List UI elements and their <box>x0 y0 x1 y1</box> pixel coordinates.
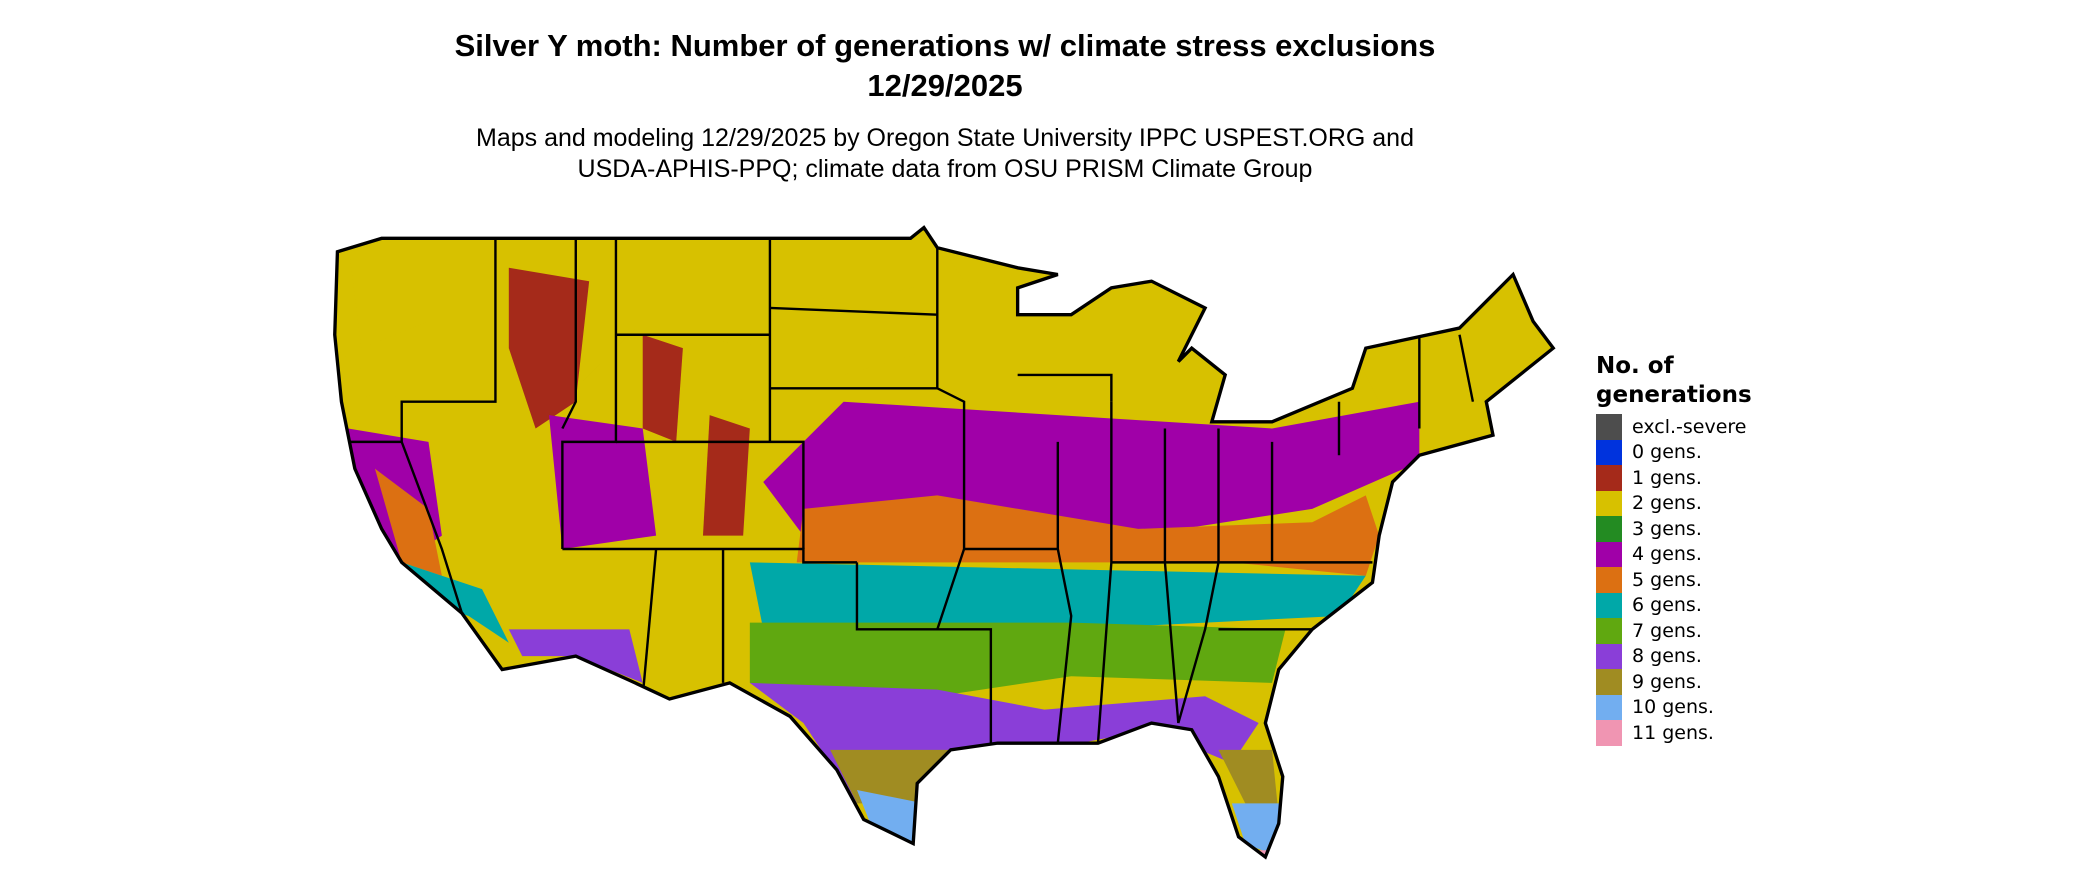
state-boundary <box>348 238 497 444</box>
zone-1-gens-wyoming <box>642 334 683 442</box>
legend-label: 3 gens. <box>1632 517 1702 540</box>
legend-item: 9 gens. <box>1596 669 1752 695</box>
legend-item: 7 gens. <box>1596 618 1752 644</box>
legend-swatch <box>1596 439 1622 465</box>
legend-item: 5 gens. <box>1596 567 1752 593</box>
legend-label: 4 gens. <box>1632 543 1702 566</box>
legend-item: 10 gens. <box>1596 694 1752 720</box>
zone-11-gens-keys <box>1205 850 1286 857</box>
legend-label: 10 gens. <box>1632 696 1714 719</box>
legend-title-line2: generations <box>1596 382 1752 408</box>
legend-title-line1: No. of <box>1596 353 1674 379</box>
state-boundary <box>1017 373 1113 402</box>
zone-2-gens-nw <box>348 241 442 349</box>
legend-swatch <box>1596 592 1622 618</box>
legend-label: 7 gens. <box>1632 619 1702 642</box>
state-boundary <box>400 441 464 614</box>
legend-swatch <box>1596 541 1622 567</box>
state-boundary <box>615 440 805 549</box>
zone-1-gens-colorado <box>702 415 750 536</box>
zone-4-gens-utah <box>548 415 657 549</box>
legend-item: excl.-severe <box>1596 414 1752 440</box>
zone-10-gens-tx <box>856 790 924 847</box>
state-boundary <box>769 306 938 316</box>
legend-title: No. of generations <box>1596 352 1752 410</box>
zone-7-gens <box>749 622 1286 697</box>
state-boundary <box>936 238 966 630</box>
state-boundary <box>561 238 577 430</box>
legend-label: 2 gens. <box>1632 492 1702 515</box>
state-boundary <box>562 547 857 564</box>
legend-item: 2 gens. <box>1596 490 1752 516</box>
zone-5-gens-ca <box>374 468 442 576</box>
state-boundary <box>1458 334 1475 402</box>
legend-label: 11 gens. <box>1632 721 1714 744</box>
legend-label: 9 gens. <box>1632 670 1702 693</box>
legend-item: 4 gens. <box>1596 541 1752 567</box>
legend-item: 1 gens. <box>1596 465 1752 491</box>
legend-label: 8 gens. <box>1632 645 1702 668</box>
zone-6-gens <box>749 562 1366 630</box>
legend-label: 5 gens. <box>1632 568 1702 591</box>
legend-item: 6 gens. <box>1596 592 1752 618</box>
state-boundary <box>855 562 993 744</box>
legend-label: excl.-severe <box>1632 415 1747 438</box>
legend-swatch <box>1596 618 1622 644</box>
legend-swatch <box>1596 669 1622 695</box>
map-subtitle-line1: Maps and modeling 12/29/2025 by Oregon S… <box>476 124 1414 152</box>
legend-item: 0 gens. <box>1596 439 1752 465</box>
zone-8-gens-az <box>508 629 643 683</box>
map-date: 12/29/2025 <box>867 68 1023 103</box>
state-boundaries <box>348 238 1475 744</box>
legend-item: 3 gens. <box>1596 516 1752 542</box>
legend-label: 1 gens. <box>1632 466 1702 489</box>
zone-5-gens <box>796 495 1380 576</box>
map-title: Silver Y moth: Number of generations w/ … <box>454 28 1436 63</box>
legend-label: 6 gens. <box>1632 594 1702 617</box>
state-boundary <box>561 238 618 549</box>
legend-item: 11 gens. <box>1596 720 1752 746</box>
zone-1-gens-idaho <box>508 267 590 429</box>
us-outline <box>333 225 1556 860</box>
legend-swatch <box>1596 720 1622 746</box>
state-boundary <box>641 548 658 697</box>
state-boundary <box>964 547 1073 744</box>
legend-swatch <box>1596 465 1622 491</box>
state-boundary <box>1177 428 1220 724</box>
legend-swatch <box>1596 643 1622 669</box>
zone-6-gens-sw <box>401 562 509 643</box>
zone-9-gens-tx <box>830 749 965 804</box>
map-subtitle-line2: USDA-APHIS-PPQ; climate data from OSU PR… <box>577 155 1313 183</box>
legend-label: 0 gens. <box>1632 441 1702 464</box>
generation-zones <box>334 227 1554 857</box>
legend-swatch <box>1596 567 1622 593</box>
legend-item: 8 gens. <box>1596 643 1752 669</box>
zone-9-gens-fl <box>1218 749 1279 817</box>
legend-swatch <box>1596 516 1622 542</box>
legend: No. of generations excl.-severe 0 gens. 1 … <box>1596 352 1752 746</box>
legend-swatch <box>1596 694 1622 720</box>
legend-swatch <box>1596 414 1622 440</box>
legend-swatch <box>1596 490 1622 516</box>
